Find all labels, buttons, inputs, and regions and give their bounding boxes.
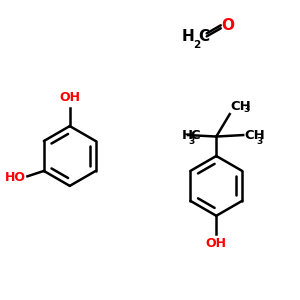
Text: OH: OH: [206, 237, 227, 250]
Text: H: H: [182, 29, 195, 44]
Text: 3: 3: [243, 105, 249, 114]
Text: HO: HO: [5, 171, 26, 184]
Text: O: O: [222, 17, 235, 32]
Text: 2: 2: [193, 40, 200, 50]
Text: 3: 3: [188, 137, 195, 146]
Text: CH: CH: [245, 128, 266, 142]
Text: OH: OH: [59, 91, 80, 104]
Text: C: C: [198, 29, 209, 44]
Text: C: C: [191, 128, 200, 142]
Text: H: H: [182, 128, 193, 142]
Text: CH: CH: [230, 100, 251, 112]
Text: 3: 3: [256, 137, 263, 146]
